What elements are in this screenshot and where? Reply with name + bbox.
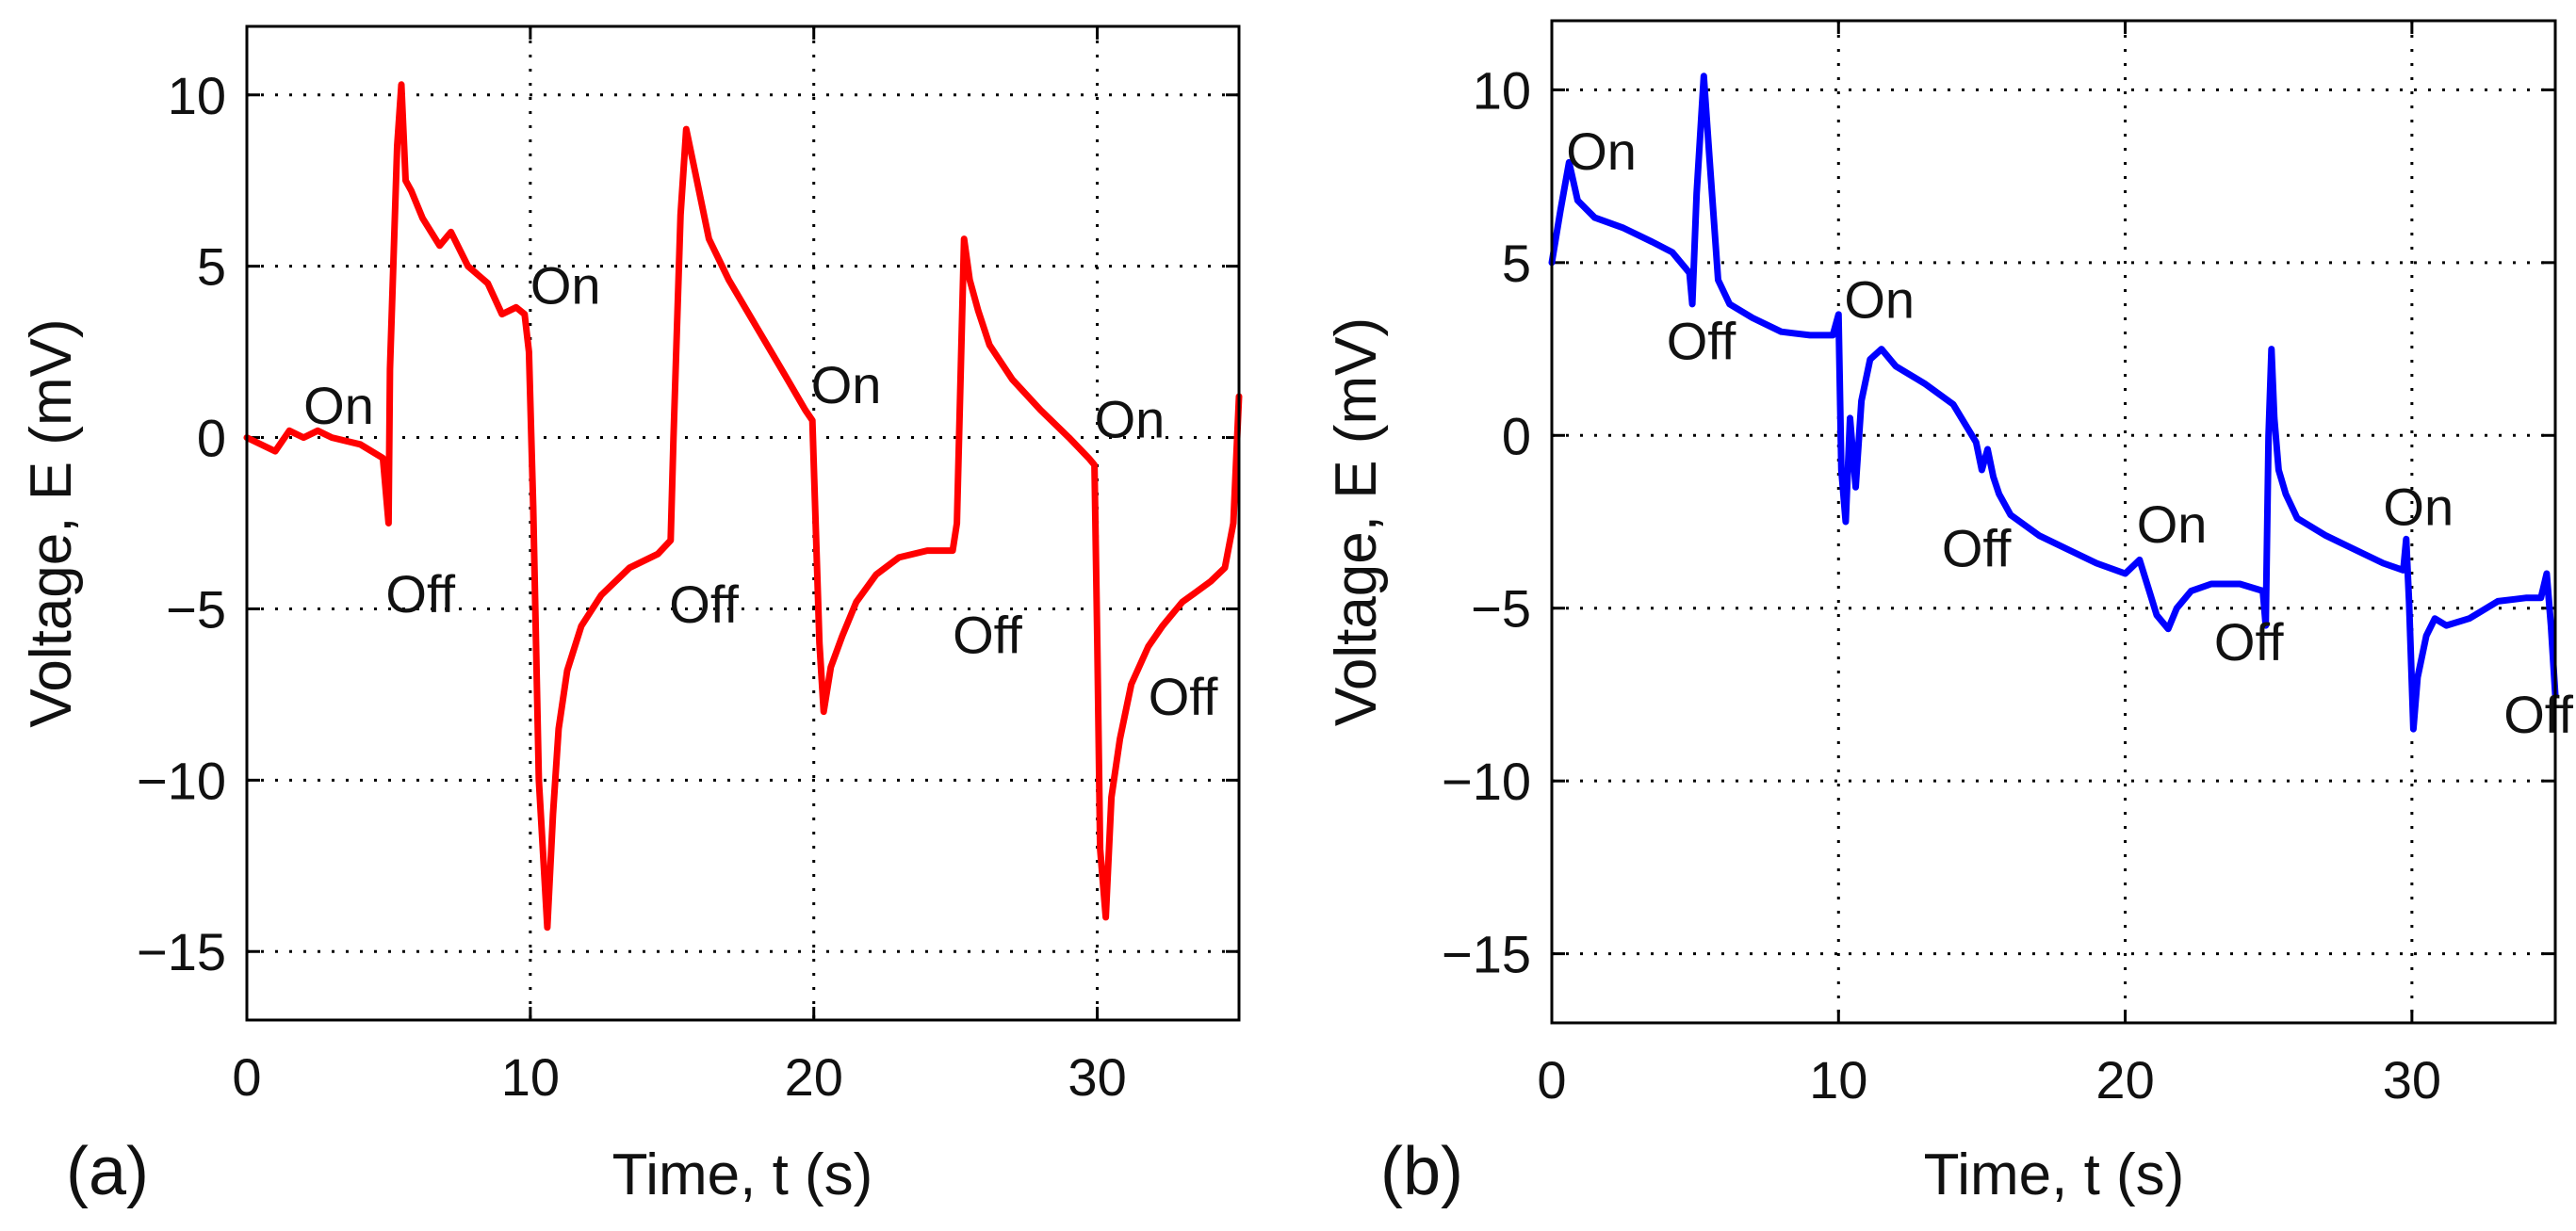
- y-tick-label: 5: [197, 237, 226, 297]
- annotation-off: Off: [1149, 667, 1218, 726]
- annotation-on: On: [2383, 478, 2454, 537]
- y-tick-label: 0: [197, 409, 226, 468]
- x-tick-label: 0: [1537, 1050, 1566, 1110]
- y-axis-label: Voltage, E (mV): [1324, 317, 1389, 726]
- annotation-off: Off: [1667, 312, 1736, 371]
- annotation-off: Off: [953, 606, 1022, 665]
- annotation-off: Off: [669, 575, 739, 634]
- series-line-a: [243, 81, 1243, 931]
- annotation-on: On: [530, 256, 601, 316]
- y-tick-label: −10: [137, 751, 226, 810]
- x-tick-label: 20: [2095, 1050, 2154, 1110]
- y-tick-label: 10: [168, 66, 226, 125]
- annotation-on: On: [811, 355, 882, 414]
- annotation-on: On: [1844, 270, 1915, 330]
- x-tick-label: 10: [501, 1047, 560, 1107]
- annotation-on: On: [1566, 121, 1637, 181]
- x-tick-label: 20: [785, 1047, 843, 1107]
- annotation-off: Off: [385, 564, 455, 624]
- panel-label: (b): [1380, 1134, 1463, 1209]
- y-tick-label: 5: [1502, 234, 1531, 293]
- plot-frame: [245, 24, 1241, 1022]
- x-axis-label: Time, t (s): [612, 1142, 873, 1207]
- annotation-off: Off: [2214, 612, 2284, 672]
- y-tick-label: −15: [1442, 925, 1531, 984]
- panel-label: (a): [66, 1134, 149, 1209]
- plot-frame: [1550, 19, 2557, 1025]
- y-tick-label: −5: [1471, 579, 1531, 639]
- annotation-on: On: [303, 376, 374, 435]
- annotation-off: Off: [2503, 685, 2573, 744]
- chart-panel-a: 0 10 20 30 10 5 0 −5 −10 −15 On Off On Off On Off On Off T…: [19, 24, 1243, 1209]
- annotation-on: On: [1095, 390, 1166, 449]
- annotation-off: Off: [1942, 519, 2012, 578]
- y-axis-label: Voltage, E (mV): [19, 318, 84, 727]
- x-tick-label: 30: [2383, 1050, 2441, 1110]
- y-tick-label: −15: [137, 922, 226, 981]
- x-tick-label: 30: [1068, 1047, 1126, 1107]
- y-tick-label: 0: [1502, 406, 1531, 465]
- x-axis-label: Time, t (s): [1924, 1142, 2185, 1207]
- x-tick-label: 0: [232, 1047, 261, 1107]
- y-tick-label: −10: [1442, 752, 1531, 811]
- annotation-on: On: [2137, 494, 2208, 554]
- x-tick-label: 10: [1809, 1050, 1867, 1110]
- y-tick-label: 10: [1473, 60, 1531, 120]
- series-line-b: [1548, 73, 2559, 733]
- y-tick-label: −5: [166, 579, 226, 639]
